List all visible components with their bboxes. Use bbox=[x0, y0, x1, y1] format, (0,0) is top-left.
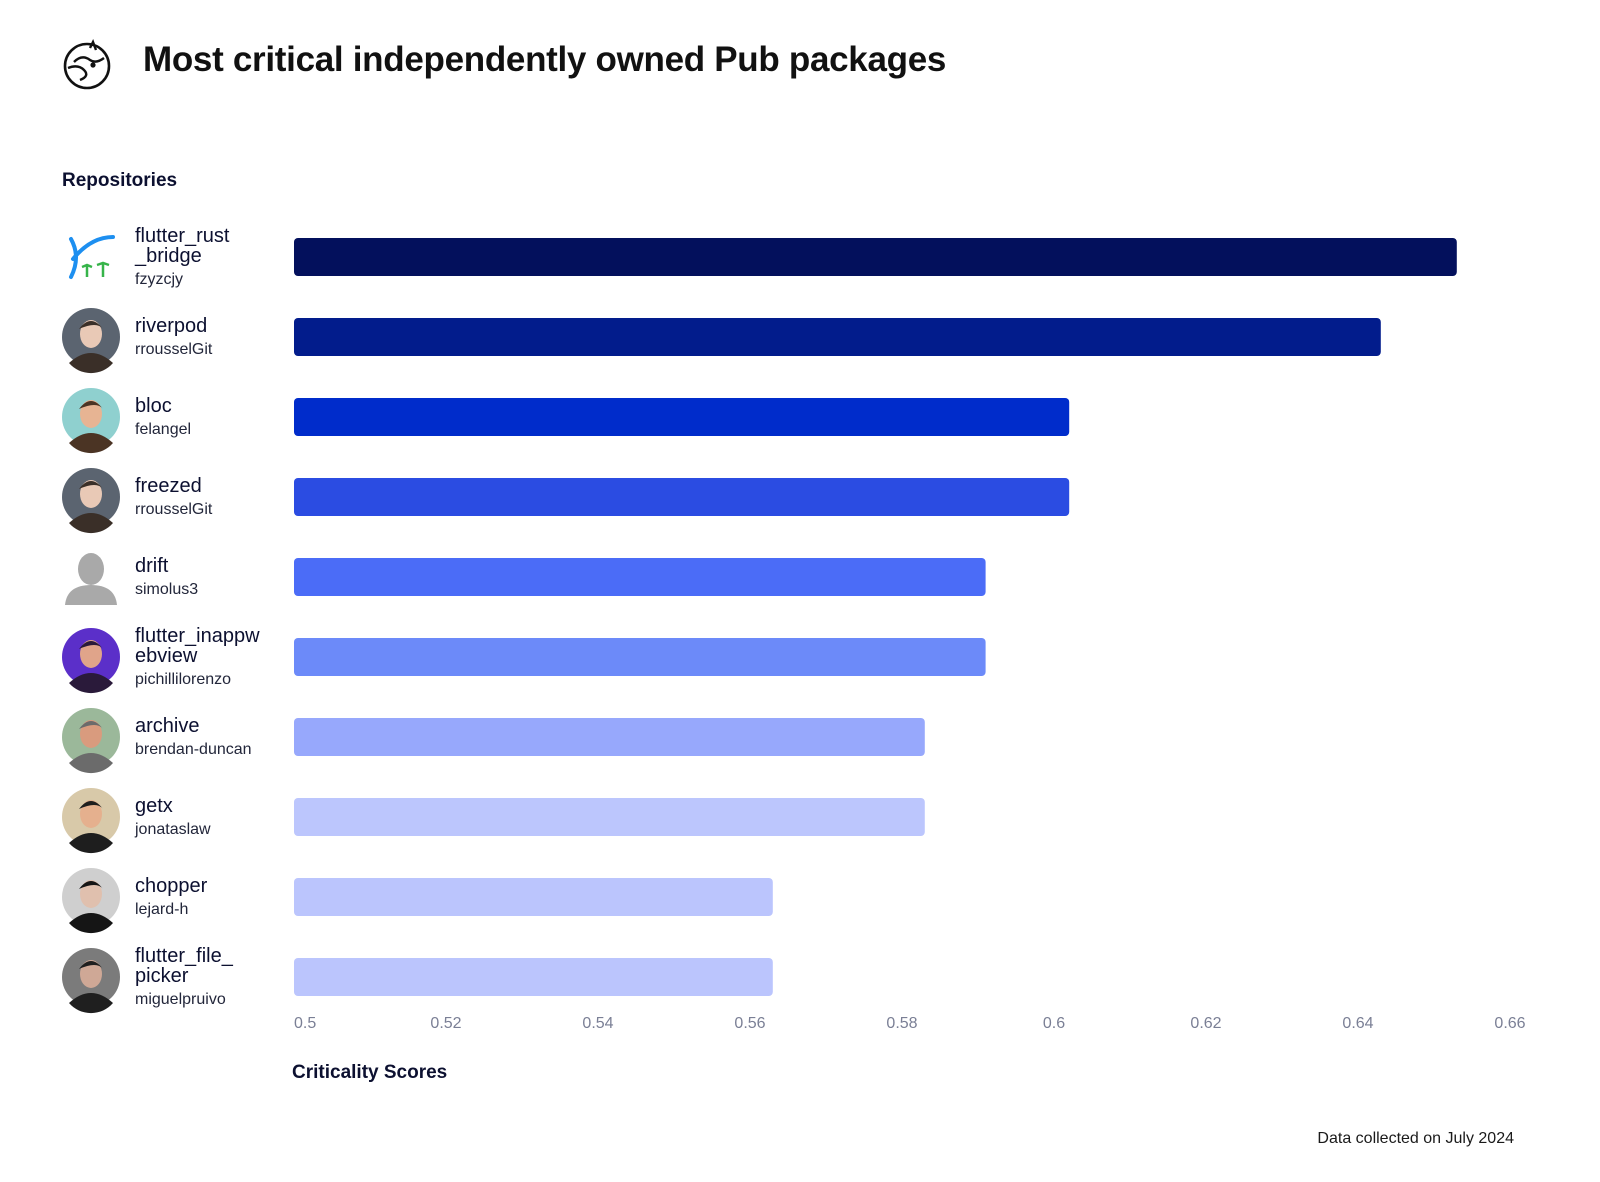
x-tick-label: 0.64 bbox=[1342, 1015, 1373, 1032]
x-tick-label: 0.66 bbox=[1494, 1015, 1525, 1032]
bar bbox=[294, 238, 1457, 276]
repo-owner: felangel bbox=[135, 421, 191, 438]
repo-owner: simolus3 bbox=[135, 581, 198, 598]
avatar bbox=[62, 868, 120, 934]
bar-row: drift simolus3 bbox=[65, 553, 986, 605]
x-tick-label: 0.52 bbox=[430, 1015, 461, 1032]
bar-row: archive brendan-duncan bbox=[62, 708, 925, 774]
repo-owner: rrousselGit bbox=[135, 501, 213, 518]
repo-name: flutter_inappw bbox=[135, 625, 260, 647]
dart-dodo-logo-icon bbox=[63, 39, 111, 90]
bar-row: flutter_file_picker miguelpruivo bbox=[62, 945, 773, 1014]
x-tick-label: 0.58 bbox=[886, 1015, 917, 1032]
repo-owner: brendan-duncan bbox=[135, 741, 252, 758]
bar bbox=[294, 558, 986, 596]
repo-owner: lejard-h bbox=[135, 901, 188, 918]
bar-row: chopper lejard-h bbox=[62, 868, 773, 934]
repo-owner: rrousselGit bbox=[135, 341, 213, 358]
repo-owner: miguelpruivo bbox=[135, 991, 226, 1008]
bar-row: bloc felangel bbox=[62, 388, 1070, 454]
x-axis-ticks: 0.5 0.52 0.54 0.56 0.58 0.6 0.62 0.64 0.66 bbox=[294, 1015, 1526, 1032]
repo-name: flutter_file_ bbox=[135, 945, 234, 967]
repo-name: freezed bbox=[135, 475, 202, 497]
repo-name: _bridge bbox=[134, 245, 202, 267]
bar bbox=[294, 478, 1070, 516]
bar-row: riverpod rrousselGit bbox=[62, 308, 1381, 374]
avatar bbox=[62, 948, 120, 1014]
repo-name: archive bbox=[135, 715, 199, 737]
data-footnote: Data collected on July 2024 bbox=[1317, 1130, 1514, 1147]
flutter-rust-bridge-logo-icon bbox=[69, 235, 115, 279]
avatar bbox=[62, 308, 120, 374]
repo-name: drift bbox=[135, 555, 169, 577]
default-avatar-icon bbox=[65, 553, 117, 605]
bar bbox=[294, 398, 1070, 436]
repo-name: riverpod bbox=[135, 315, 207, 337]
x-tick-label: 0.5 bbox=[294, 1015, 316, 1032]
repo-owner: pichillilorenzo bbox=[135, 671, 231, 688]
repo-owner: jonataslaw bbox=[134, 821, 211, 838]
avatar bbox=[62, 468, 120, 534]
y-axis-heading: Repositories bbox=[62, 170, 178, 191]
bar bbox=[294, 318, 1381, 356]
bar bbox=[294, 638, 986, 676]
repo-name: getx bbox=[135, 795, 173, 817]
avatar bbox=[62, 708, 120, 774]
chart-title: Most critical independently owned Pub pa… bbox=[143, 40, 947, 79]
avatar bbox=[62, 788, 120, 854]
repo-name: picker bbox=[135, 965, 189, 987]
repo-name: ebview bbox=[135, 645, 198, 667]
x-tick-label: 0.54 bbox=[582, 1015, 613, 1032]
avatar bbox=[62, 388, 120, 454]
bar bbox=[294, 718, 925, 756]
bar bbox=[294, 958, 773, 996]
repo-owner: fzyzcjy bbox=[135, 271, 183, 288]
x-tick-label: 0.62 bbox=[1190, 1015, 1221, 1032]
x-tick-label: 0.56 bbox=[734, 1015, 765, 1032]
x-tick-label: 0.6 bbox=[1043, 1015, 1065, 1032]
repo-name: flutter_rust bbox=[135, 225, 230, 247]
x-axis-heading: Criticality Scores bbox=[292, 1062, 448, 1083]
bar-row: freezed rrousselGit bbox=[62, 468, 1070, 534]
bar-row: getx jonataslaw bbox=[62, 788, 925, 854]
repo-name: chopper bbox=[135, 875, 208, 897]
avatar bbox=[62, 628, 120, 694]
repo-name: bloc bbox=[135, 395, 172, 417]
bar bbox=[294, 878, 773, 916]
bar bbox=[294, 798, 925, 836]
